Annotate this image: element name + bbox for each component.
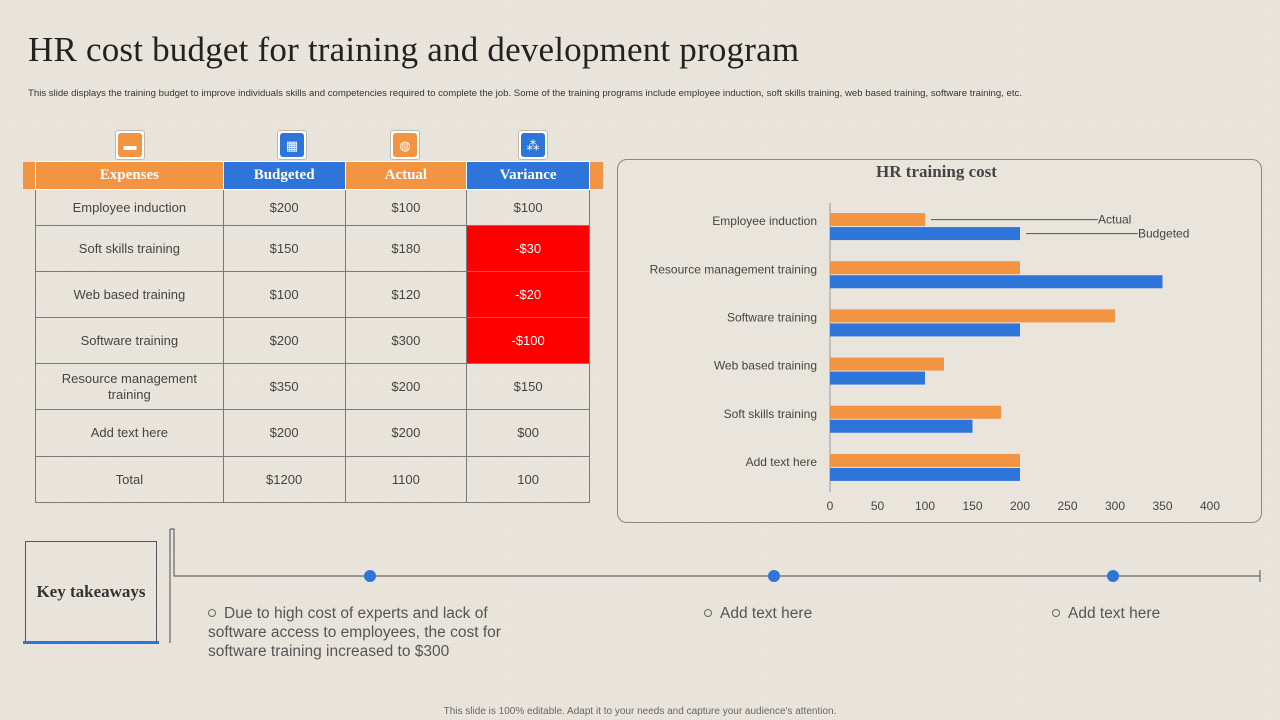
timeline-dot: [1107, 570, 1119, 582]
money-icon: ▬: [118, 133, 142, 157]
bar-budgeted: [830, 419, 973, 433]
bar-actual: [830, 405, 1001, 419]
chart-title: HR training cost: [876, 162, 997, 181]
x-tick-label: 50: [871, 499, 885, 513]
timeline-dot: [364, 570, 376, 582]
bar-actual: [830, 213, 925, 227]
x-tick-label: 100: [915, 499, 935, 513]
category-label: Web based training: [714, 359, 817, 373]
cell-actual: $120: [344, 271, 468, 318]
page-title: HR cost budget for training and developm…: [28, 30, 800, 69]
bar-budgeted: [830, 467, 1020, 481]
table-row: Soft skills training $150 $180 -$30: [35, 225, 590, 272]
table-row: Employee induction $200 $100 $100: [35, 189, 590, 226]
x-tick-label: 150: [962, 499, 982, 513]
key-takeaways-underline: [23, 641, 159, 644]
cell-variance: 100: [466, 456, 590, 503]
cell-actual: $200: [344, 363, 468, 410]
chart-panel: HR training cost Employee induction Resou…: [617, 159, 1262, 523]
category-label: Software training: [727, 310, 817, 324]
x-tick-label: 350: [1152, 499, 1172, 513]
budget-table: Expenses Budgeted Actual Variance Employ…: [35, 161, 590, 503]
cell-budgeted: $350: [222, 363, 346, 410]
calculator-icon: ▦: [280, 133, 304, 157]
cell-actual: $180: [344, 225, 468, 272]
takeaway-item: Add text here: [1052, 604, 1252, 623]
icon-frame-variance: ⁂: [518, 130, 548, 160]
category-label: Resource management training: [650, 262, 817, 276]
category-label: Employee induction: [712, 214, 817, 228]
bar-chart: Employee induction Resource management tr…: [650, 203, 1220, 513]
cell-expense: Total: [35, 456, 224, 503]
header-expenses: Expenses: [35, 161, 224, 190]
category-label: Soft skills training: [724, 407, 817, 421]
bar-actual: [830, 453, 1020, 467]
cell-variance: -$30: [466, 225, 590, 272]
table-row: Add text here $200 $200 $00: [35, 409, 590, 457]
cell-budgeted: $150: [222, 225, 346, 272]
table-header-row: Expenses Budgeted Actual Variance: [35, 161, 590, 190]
bullet-circle-icon: [208, 609, 216, 617]
bar-budgeted: [830, 371, 925, 385]
takeaway-item: Add text here: [704, 604, 904, 623]
footer-note: This slide is 100% editable. Adapt it to…: [443, 706, 837, 717]
icon-frame-actual: ◍: [390, 130, 420, 160]
coin-icon: ◍: [393, 133, 417, 157]
table-body: Employee induction $200 $100 $100 Soft skill…: [35, 189, 590, 503]
legend-label-budgeted: Budgeted: [1138, 227, 1189, 241]
network-icon: ⁂: [521, 133, 545, 157]
bar-actual: [830, 309, 1115, 323]
bar-actual: [830, 357, 944, 371]
cell-actual: $200: [344, 409, 468, 457]
cell-expense: Web based training: [35, 271, 224, 318]
header-budgeted: Budgeted: [222, 161, 346, 190]
key-takeaways-label: Key takeaways: [36, 582, 146, 601]
x-tick-label: 0: [827, 499, 834, 513]
cell-expense: Add text here: [35, 409, 224, 457]
bar-budgeted: [830, 275, 1163, 289]
cell-budgeted: $100: [222, 271, 346, 318]
bullet-circle-icon: [1052, 609, 1060, 617]
cell-budgeted: $200: [222, 409, 346, 457]
category-label: Add text here: [746, 455, 818, 469]
header-variance: Variance: [466, 161, 590, 190]
cell-expense: Employee induction: [35, 189, 224, 226]
header-actual: Actual: [344, 161, 468, 190]
timeline-dot: [768, 570, 780, 582]
bullet-circle-icon: [704, 609, 712, 617]
cell-variance: -$20: [466, 271, 590, 318]
cell-variance: $00: [466, 409, 590, 457]
legend-label-actual: Actual: [1098, 213, 1131, 227]
bar-budgeted: [830, 323, 1020, 337]
page-subtitle: This slide displays the training budget …: [28, 88, 1023, 99]
x-tick-label: 300: [1105, 499, 1125, 513]
bar-actual: [830, 261, 1020, 275]
takeaway-item: Due to high cost of experts and lack of …: [208, 605, 501, 660]
icon-frame-budgeted: ▦: [277, 130, 307, 160]
table-row: Software training $200 $300 -$100: [35, 317, 590, 364]
table-row: Web based training $100 $120 -$20: [35, 271, 590, 318]
x-tick-label: 400: [1200, 499, 1220, 513]
cell-actual: 1100: [344, 456, 468, 503]
bar-budgeted: [830, 227, 1020, 241]
cell-budgeted: $200: [222, 317, 346, 364]
cell-budgeted: $200: [222, 189, 346, 226]
timeline-line: [170, 528, 1260, 577]
cell-expense: Soft skills training: [35, 225, 224, 272]
icon-frame-expenses: ▬: [115, 130, 145, 160]
x-tick-label: 250: [1057, 499, 1077, 513]
table-row: Resource management training $350 $200 $150: [35, 363, 590, 410]
cell-variance: $100: [466, 189, 590, 226]
table-row: Total $1200 1100 100: [35, 456, 590, 503]
cell-budgeted: $1200: [222, 456, 346, 503]
cell-variance: -$100: [466, 317, 590, 364]
cell-variance: $150: [466, 363, 590, 410]
x-tick-label: 200: [1010, 499, 1030, 513]
key-takeaways-box: Key takeaways: [25, 541, 157, 643]
cell-expense: Software training: [35, 317, 224, 364]
cell-actual: $300: [344, 317, 468, 364]
cell-expense: Resource management training: [35, 363, 224, 410]
cell-actual: $100: [344, 189, 468, 226]
